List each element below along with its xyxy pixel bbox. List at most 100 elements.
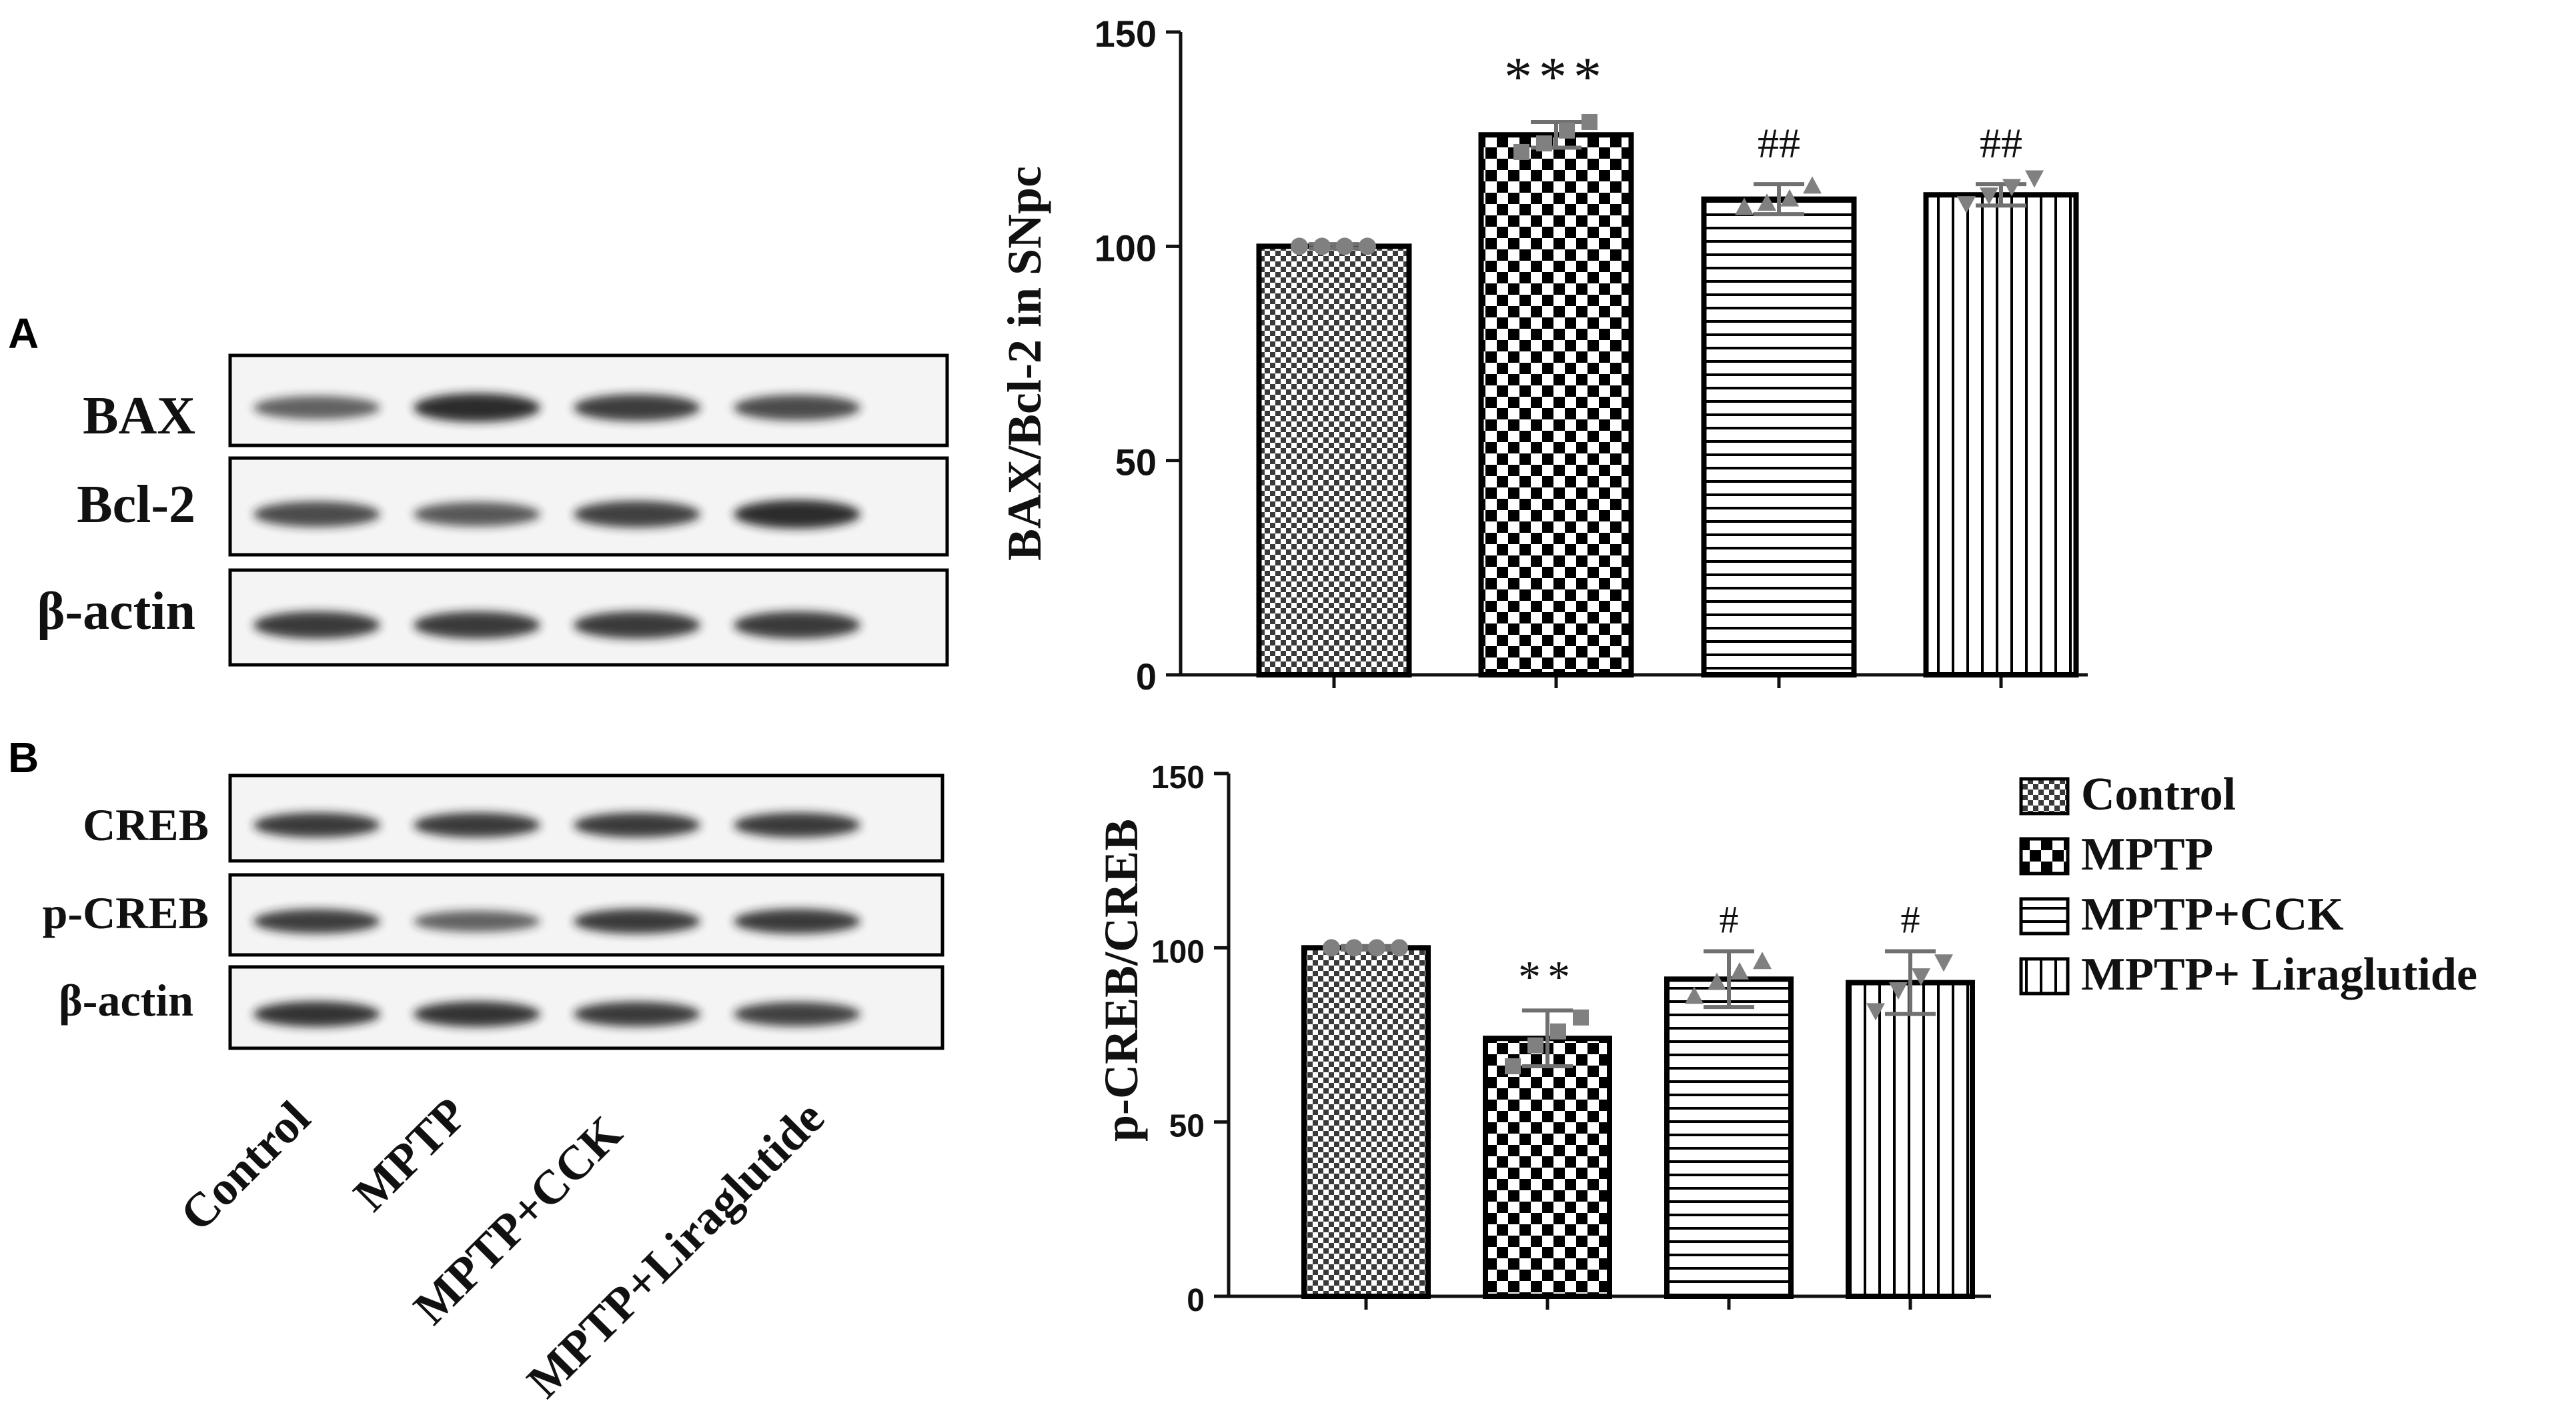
blot-row-label: β-actin xyxy=(37,582,195,641)
y-axis-label: p-CREB/CREB xyxy=(1095,819,1148,1142)
y-tick-label: 150 xyxy=(1095,13,1157,55)
blot-row-label: p-CREB xyxy=(43,888,209,938)
data-point xyxy=(1730,962,1749,980)
bar xyxy=(1478,132,1634,678)
data-point xyxy=(1550,1023,1566,1040)
lane-label: Control xyxy=(170,1091,320,1241)
blot-lane-labels: Control MPTP MPTP+CCK MPTP+Liraglutide xyxy=(170,1088,834,1408)
blot-row-label: Bcl-2 xyxy=(77,475,195,534)
data-point xyxy=(1291,237,1308,255)
blot-band xyxy=(734,1002,860,1026)
data-point xyxy=(1708,972,1726,990)
significance-label: ## xyxy=(1758,119,1800,167)
legend-label: MPTP+CCK xyxy=(2081,889,2344,940)
data-point xyxy=(1527,1037,1543,1054)
blot-row-label: β-actin xyxy=(59,975,193,1026)
blot-row-label: CREB xyxy=(83,800,209,850)
data-point xyxy=(1323,939,1340,957)
legend-swatch xyxy=(2019,837,2070,876)
bar xyxy=(1256,243,1412,678)
bar xyxy=(1846,980,1975,1299)
y-tick-label: 50 xyxy=(1169,1109,1205,1144)
y-axis-label: BAX/Bcl-2 in SNpc xyxy=(998,166,1051,561)
data-point xyxy=(1359,237,1376,255)
bar xyxy=(1664,976,1794,1299)
bar-chart-bax-bcl2: BAX/Bcl-2 in SNpc 0 50 100 150 *** ## ## xyxy=(998,13,2088,697)
bar xyxy=(1301,945,1431,1300)
data-point xyxy=(1505,1058,1521,1075)
blot-band xyxy=(574,611,700,639)
data-point xyxy=(1758,193,1776,211)
data-point xyxy=(1368,939,1385,957)
blot-band xyxy=(414,910,540,932)
bar-chart-pcreb-creb: p-CREB/CREB 0 50 100 150 ** # # xyxy=(1095,760,1991,1318)
blot-band xyxy=(253,501,380,527)
bar xyxy=(1923,192,2079,678)
significance-label: *** xyxy=(1504,46,1608,108)
significance-label: # xyxy=(1901,898,1920,942)
blot-row-label: BAX xyxy=(83,387,195,445)
legend-label: Control xyxy=(2081,769,2236,820)
blot-band xyxy=(414,812,540,838)
blot-band xyxy=(734,812,860,838)
blot-band xyxy=(734,499,860,529)
western-blot-panel-a: BAX Bcl-2 β-actin xyxy=(37,353,949,667)
data-point xyxy=(1980,187,1998,205)
legend-swatch xyxy=(2019,777,2070,816)
blot-band xyxy=(253,1001,380,1027)
y-tick-label: 50 xyxy=(1115,441,1157,483)
blot-band xyxy=(253,909,380,934)
blot-band xyxy=(574,501,700,528)
data-point xyxy=(1780,189,1799,207)
data-point xyxy=(1735,197,1754,215)
data-point xyxy=(1313,237,1331,255)
data-point xyxy=(2002,179,2021,197)
blot-band xyxy=(253,812,380,838)
data-point xyxy=(1889,982,1908,1000)
data-point xyxy=(1934,954,1953,972)
data-point xyxy=(1559,122,1575,139)
data-point xyxy=(1912,968,1930,986)
data-point xyxy=(1391,939,1408,957)
data-point xyxy=(1803,176,1822,194)
y-tick-label: 150 xyxy=(1151,760,1205,796)
lane-label: MPTP xyxy=(344,1088,478,1222)
blot-band xyxy=(253,611,380,639)
legend-label: MPTP+ Liraglutide xyxy=(2081,949,2477,1000)
legend-swatch xyxy=(2019,897,2070,936)
chart-legend: Control MPTP MPTP+CCK MPTP+ Liraglutide xyxy=(2019,769,2477,1000)
data-point xyxy=(1866,1003,1885,1021)
data-point xyxy=(1336,237,1353,255)
blot-band xyxy=(414,501,540,527)
blot-band xyxy=(414,393,540,422)
blot-band xyxy=(414,1001,540,1027)
blot-band xyxy=(414,611,540,639)
data-point xyxy=(2025,170,2044,188)
bar xyxy=(1701,196,1857,677)
data-point xyxy=(1513,143,1529,160)
legend-swatch xyxy=(2019,957,2070,996)
panel-label-a: A xyxy=(8,309,39,357)
data-point xyxy=(1957,196,1976,214)
blot-band xyxy=(734,611,860,639)
data-point xyxy=(1536,135,1552,152)
blot-band xyxy=(574,1002,700,1027)
blot-band xyxy=(734,908,860,934)
y-tick-label: 100 xyxy=(1151,934,1205,970)
western-blot-panel-b: CREB p-CREB β-actin xyxy=(43,774,944,1050)
blot-band xyxy=(734,395,860,421)
blot-band xyxy=(574,908,700,934)
y-tick-label: 0 xyxy=(1187,1283,1205,1318)
panel-label-b: B xyxy=(8,734,39,782)
data-point xyxy=(1753,952,1772,970)
significance-label: # xyxy=(1720,898,1739,942)
blot-band xyxy=(574,394,700,421)
data-point xyxy=(1573,1009,1589,1026)
blot-band xyxy=(253,395,380,419)
y-tick-label: 0 xyxy=(1136,655,1157,697)
data-point xyxy=(1685,986,1704,1004)
legend-label: MPTP xyxy=(2081,829,2213,880)
significance-label: ## xyxy=(1980,119,2022,167)
data-point xyxy=(1345,939,1363,957)
